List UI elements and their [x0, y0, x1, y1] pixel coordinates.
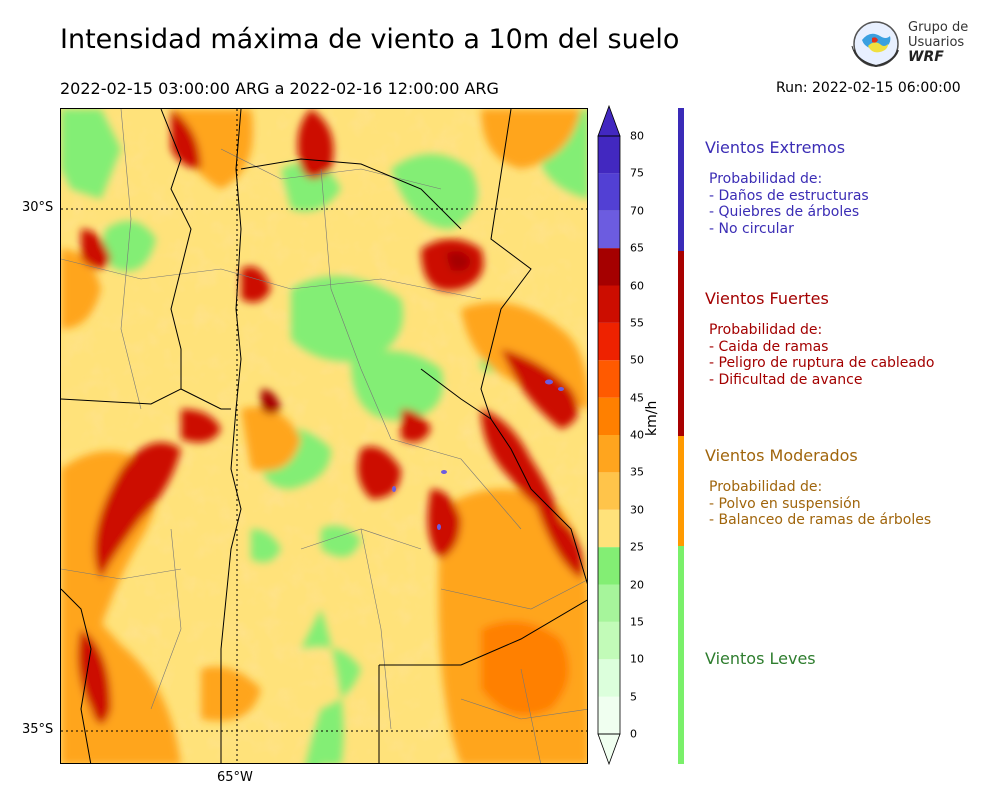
category-title: Vientos Leves [705, 649, 816, 668]
category-title: Vientos Extremos [705, 138, 846, 157]
colorbar-extend-min [597, 733, 621, 766]
colorbar-tick-label: 10 [630, 652, 644, 666]
chart-title: Intensidad máxima de viento a 10m del su… [60, 24, 680, 55]
colorbar-tick-label: 35 [630, 465, 644, 479]
colorbar-tick-label: 65 [630, 241, 644, 255]
colorbar-tick-label: 70 [630, 204, 644, 218]
colorbar-segment [598, 547, 620, 585]
colorbar-tick-label: 30 [630, 503, 644, 517]
colorbar-segment [598, 397, 620, 435]
logo-line-3: WRF [908, 49, 944, 65]
colorbar-unit: km/h [644, 400, 660, 436]
logo-line-2: Usuarios [908, 35, 965, 50]
category-intro: Probabilidad de: [709, 322, 823, 338]
category-fuertes: Vientos Fuertes Probabilidad de: - Caida… [705, 289, 934, 388]
colorbar [597, 104, 621, 766]
colorbar-tick-label: 0 [630, 727, 637, 741]
colorbar-tick-label: 80 [630, 129, 644, 143]
lat-label-30s: 30°S [22, 200, 54, 215]
category-title: Vientos Fuertes [705, 289, 829, 308]
colorbar-tick-label: 75 [630, 166, 644, 180]
colorbar-frame [597, 135, 621, 735]
department-boundaries [61, 109, 587, 763]
category-item: - Dificultad de avance [709, 371, 863, 388]
category-moderados: Vientos Moderados Probabilidad de: - Pol… [705, 446, 931, 529]
category-item: - No circular [709, 220, 794, 237]
category-item: - Quiebres de árboles [709, 204, 860, 220]
colorbar-tick-label: 5 [630, 690, 637, 704]
colorbar-tick-label: 60 [630, 279, 644, 292]
province-boundaries [61, 109, 587, 763]
colorbar-tick-label: 20 [630, 578, 644, 591]
globe-icon [851, 21, 899, 68]
graticule [61, 109, 587, 763]
category-bar-segment [678, 546, 684, 764]
colorbar-segment [598, 584, 620, 622]
extreme-wind-spots [392, 379, 564, 530]
colorbar-segment [598, 248, 620, 286]
wind-field-patches [61, 109, 587, 763]
category-item: - Daños de estructuras [709, 187, 869, 204]
colorbar-segment [598, 360, 620, 398]
colorbar-tick-label: 25 [630, 540, 644, 554]
category-item: - Peligro de ruptura de cableado [709, 355, 935, 371]
category-item: - Polvo en suspensión [709, 495, 861, 512]
category-extremos: Vientos Extremos Probabilidad de: - Daño… [705, 138, 869, 237]
colorbar-extend-max [597, 104, 621, 137]
category-bar-segment [678, 108, 684, 251]
category-intro: Probabilidad de: [709, 479, 823, 495]
colorbar-segment [598, 621, 620, 660]
wrf-logo: Grupo de Usuarios WRF [848, 16, 978, 72]
colorbar-segment [598, 435, 620, 473]
category-item: - Balanceo de ramas de árboles [709, 512, 932, 528]
colorbar-segment [598, 173, 620, 211]
colorbar-tick-label: 40 [630, 428, 644, 442]
category-bar-segment [678, 251, 684, 436]
colorbar-tick-label: 15 [630, 615, 644, 629]
lat-label-35s: 35°S [22, 722, 54, 737]
logo-line-1: Grupo de [908, 20, 969, 35]
wind-map-svg [61, 109, 587, 763]
category-leves: Vientos Leves [705, 649, 816, 668]
colorbar-tick-label: 55 [630, 316, 644, 330]
colorbar-segment [598, 210, 620, 249]
run-time: Run: 2022-02-15 06:00:00 [776, 80, 961, 96]
category-item: - Caida de ramas [709, 338, 829, 355]
category-bar-segment [678, 436, 684, 546]
colorbar-segment [598, 659, 620, 697]
category-intro: Probabilidad de: [709, 171, 823, 187]
colorbar-segment [598, 285, 620, 323]
colorbar-segment [598, 509, 620, 548]
colorbar-ticks: 0 5 10 15 20 25 30 35 40 45 50 55 60 65 70 75 80 [630, 100, 660, 772]
colorbar-segment [598, 322, 620, 361]
wind-map [60, 108, 588, 764]
colorbar-segment [598, 472, 620, 510]
colorbar-tick-label: 50 [630, 353, 644, 367]
forecast-period: 2022-02-15 03:00:00 ARG a 2022-02-16 12:… [60, 79, 499, 98]
category-title: Vientos Moderados [705, 446, 858, 465]
colorbar-segment [598, 136, 620, 174]
colorbar-tick-label: 45 [630, 391, 644, 405]
category-bar [678, 108, 684, 764]
colorbar-segment [598, 696, 620, 734]
lon-label-65w: 65°W [217, 770, 253, 785]
